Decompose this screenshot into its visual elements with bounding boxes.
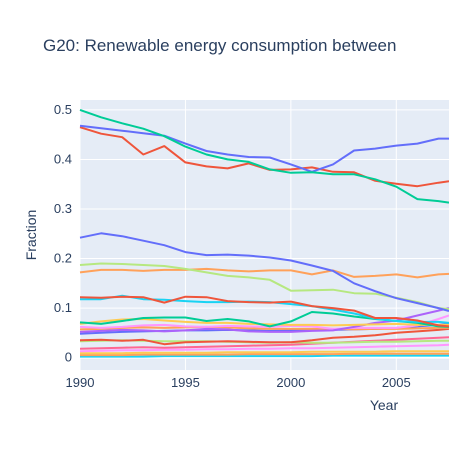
x-axis-label: Year	[370, 397, 399, 413]
chart-title: G20: Renewable energy consumption betwee…	[43, 36, 396, 55]
x-tick-label: 1995	[171, 375, 200, 390]
series-line	[80, 350, 449, 355]
y-tick-label: 0.2	[54, 251, 72, 266]
series-line	[79, 124, 449, 173]
series-lines	[79, 108, 449, 358]
series-line	[80, 352, 449, 357]
x-tick-label: 1990	[66, 375, 95, 390]
series-line	[79, 327, 449, 346]
series-line	[79, 232, 449, 312]
y-tick-label: 0.1	[54, 300, 72, 315]
y-tick-label: 0	[65, 350, 72, 365]
y-axis-label: Fraction	[23, 210, 39, 261]
series-line	[79, 343, 449, 353]
y-tick-label: 0.4	[54, 151, 72, 166]
x-tick-label: 2000	[276, 375, 305, 390]
x-tick-label: 2005	[382, 375, 411, 390]
y-tick-label: 0.3	[54, 201, 72, 216]
series-line	[79, 267, 449, 279]
y-tick-label: 0.5	[54, 102, 72, 117]
series-line	[79, 108, 449, 204]
grid-lines	[79, 100, 449, 370]
series-line	[79, 336, 449, 350]
series-line	[79, 295, 449, 328]
series-line	[80, 354, 449, 358]
tick-labels: 0 0.1 0.2 0.3 0.4 0.5 1990 1995 2000 2005	[54, 102, 411, 390]
